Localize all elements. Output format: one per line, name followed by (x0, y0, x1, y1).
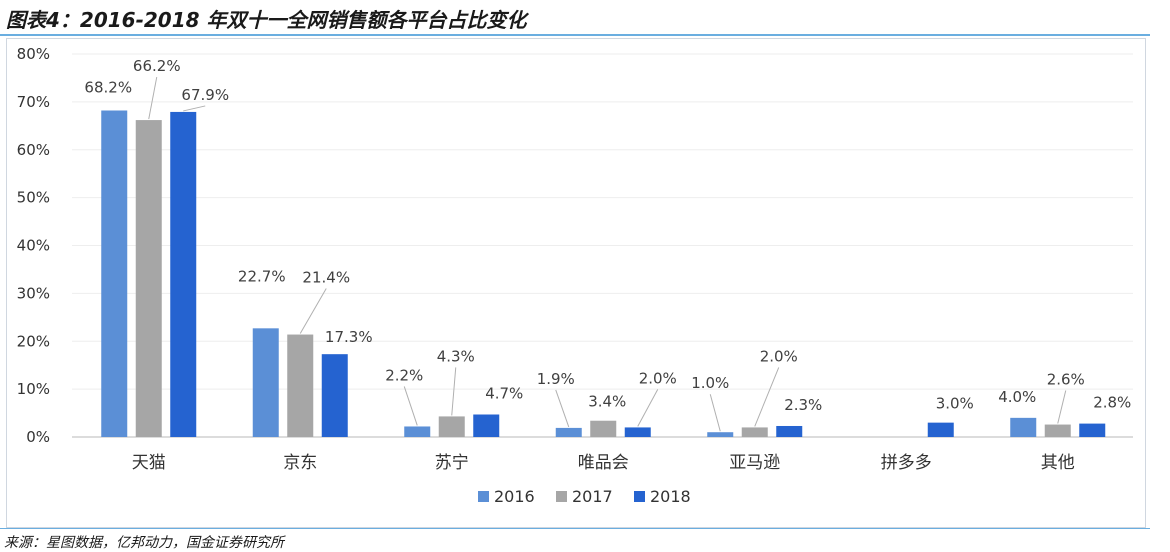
leader-line (637, 389, 659, 427)
bar-2017 (438, 416, 465, 437)
y-axis-gridlines (72, 53, 1133, 390)
leader-line (555, 389, 570, 428)
y-tick-label: 0% (26, 428, 50, 446)
bar-2017 (741, 427, 768, 437)
leader-line (1057, 390, 1067, 424)
leader-line (403, 386, 418, 426)
bar-2018 (1079, 423, 1106, 437)
data-label: 68.2% (84, 78, 132, 96)
bar-2018 (170, 111, 197, 438)
data-label: 22.7% (238, 267, 286, 285)
data-label: 2.2% (385, 366, 423, 384)
leader-line (451, 367, 457, 416)
bar-2018 (321, 354, 348, 437)
leader-line (709, 394, 721, 432)
legend-label: 2017 (572, 487, 613, 506)
data-label: 2.8% (1093, 394, 1131, 412)
data-label: 4.7% (485, 384, 523, 402)
x-axis: 天猫 京东 苏宁 唯品会 亚马逊 拼多多 其他 (132, 453, 1075, 473)
data-label: 1.0% (691, 374, 729, 392)
leader-line (754, 367, 780, 427)
data-label: 2.0% (639, 369, 677, 387)
legend-label: 2018 (650, 487, 691, 506)
bar-2016 (707, 432, 734, 437)
bar-2018 (927, 422, 954, 437)
x-tick-label: 唯品会 (578, 453, 629, 473)
y-tick-label: 10% (17, 380, 50, 398)
chart-title: 图表4：2016-2018 年双十一全网销售额各平台占比变化 (6, 8, 527, 32)
bar-2016 (1010, 417, 1037, 437)
y-tick-label: 50% (17, 189, 50, 207)
data-label: 67.9% (181, 86, 229, 104)
bar-2017 (590, 420, 617, 437)
bar-2016 (555, 427, 582, 437)
data-label: 2.0% (760, 347, 798, 365)
legend-swatch-2017 (556, 491, 567, 502)
bar-2016 (252, 328, 279, 437)
legend: 2016 2017 2018 (478, 487, 691, 506)
data-label: 2.6% (1047, 371, 1085, 389)
legend-swatch-2018 (634, 491, 645, 502)
data-label: 66.2% (133, 57, 181, 75)
leader-line (299, 288, 327, 334)
bar-2017 (287, 334, 314, 437)
y-tick-label: 40% (17, 237, 50, 255)
data-label: 2.3% (784, 396, 822, 414)
y-tick-label: 60% (17, 141, 50, 159)
x-tick-label: 天猫 (132, 453, 166, 473)
bar-2018 (776, 425, 803, 437)
title-divider (0, 34, 1150, 36)
x-tick-label: 亚马逊 (729, 453, 780, 473)
bar-2017 (1044, 424, 1071, 437)
bar-series (101, 110, 1106, 438)
leader-line (183, 105, 206, 112)
source-note: 来源：星图数据，亿邦动力，国金证券研究所 (4, 535, 284, 551)
y-tick-label: 70% (17, 93, 50, 111)
y-axis: 0% 10% 20% 30% 40% 50% 60% 70% 80% (17, 45, 1133, 446)
bar-2018 (473, 414, 500, 437)
data-label: 1.9% (537, 370, 575, 388)
leader-line (148, 76, 158, 120)
bar-2017 (135, 120, 162, 437)
x-tick-label: 苏宁 (435, 453, 469, 473)
x-tick-label: 其他 (1041, 453, 1075, 473)
data-label: 4.3% (437, 347, 475, 365)
y-tick-label: 30% (17, 284, 50, 302)
data-label: 17.3% (325, 328, 373, 346)
data-label: 4.0% (998, 388, 1036, 406)
legend-label: 2016 (494, 487, 535, 506)
source-divider (0, 528, 1150, 529)
bar-2016 (404, 426, 431, 437)
label-leader-lines (148, 76, 1067, 432)
data-labels: 68.2%66.2%67.9% 22.7% 21.4% 17.3% 2.2% 4.3% 4.… (84, 57, 1131, 414)
y-tick-label: 20% (17, 332, 50, 350)
y-tick-label: 80% (17, 45, 50, 63)
x-tick-label: 拼多多 (881, 453, 932, 473)
legend-swatch-2016 (478, 491, 489, 502)
data-label: 3.0% (936, 395, 974, 413)
x-tick-label: 京东 (283, 453, 317, 473)
bar-2018 (624, 427, 651, 437)
bar-2016 (101, 110, 128, 438)
data-label: 3.4% (588, 393, 626, 411)
data-label: 21.4% (302, 269, 350, 287)
